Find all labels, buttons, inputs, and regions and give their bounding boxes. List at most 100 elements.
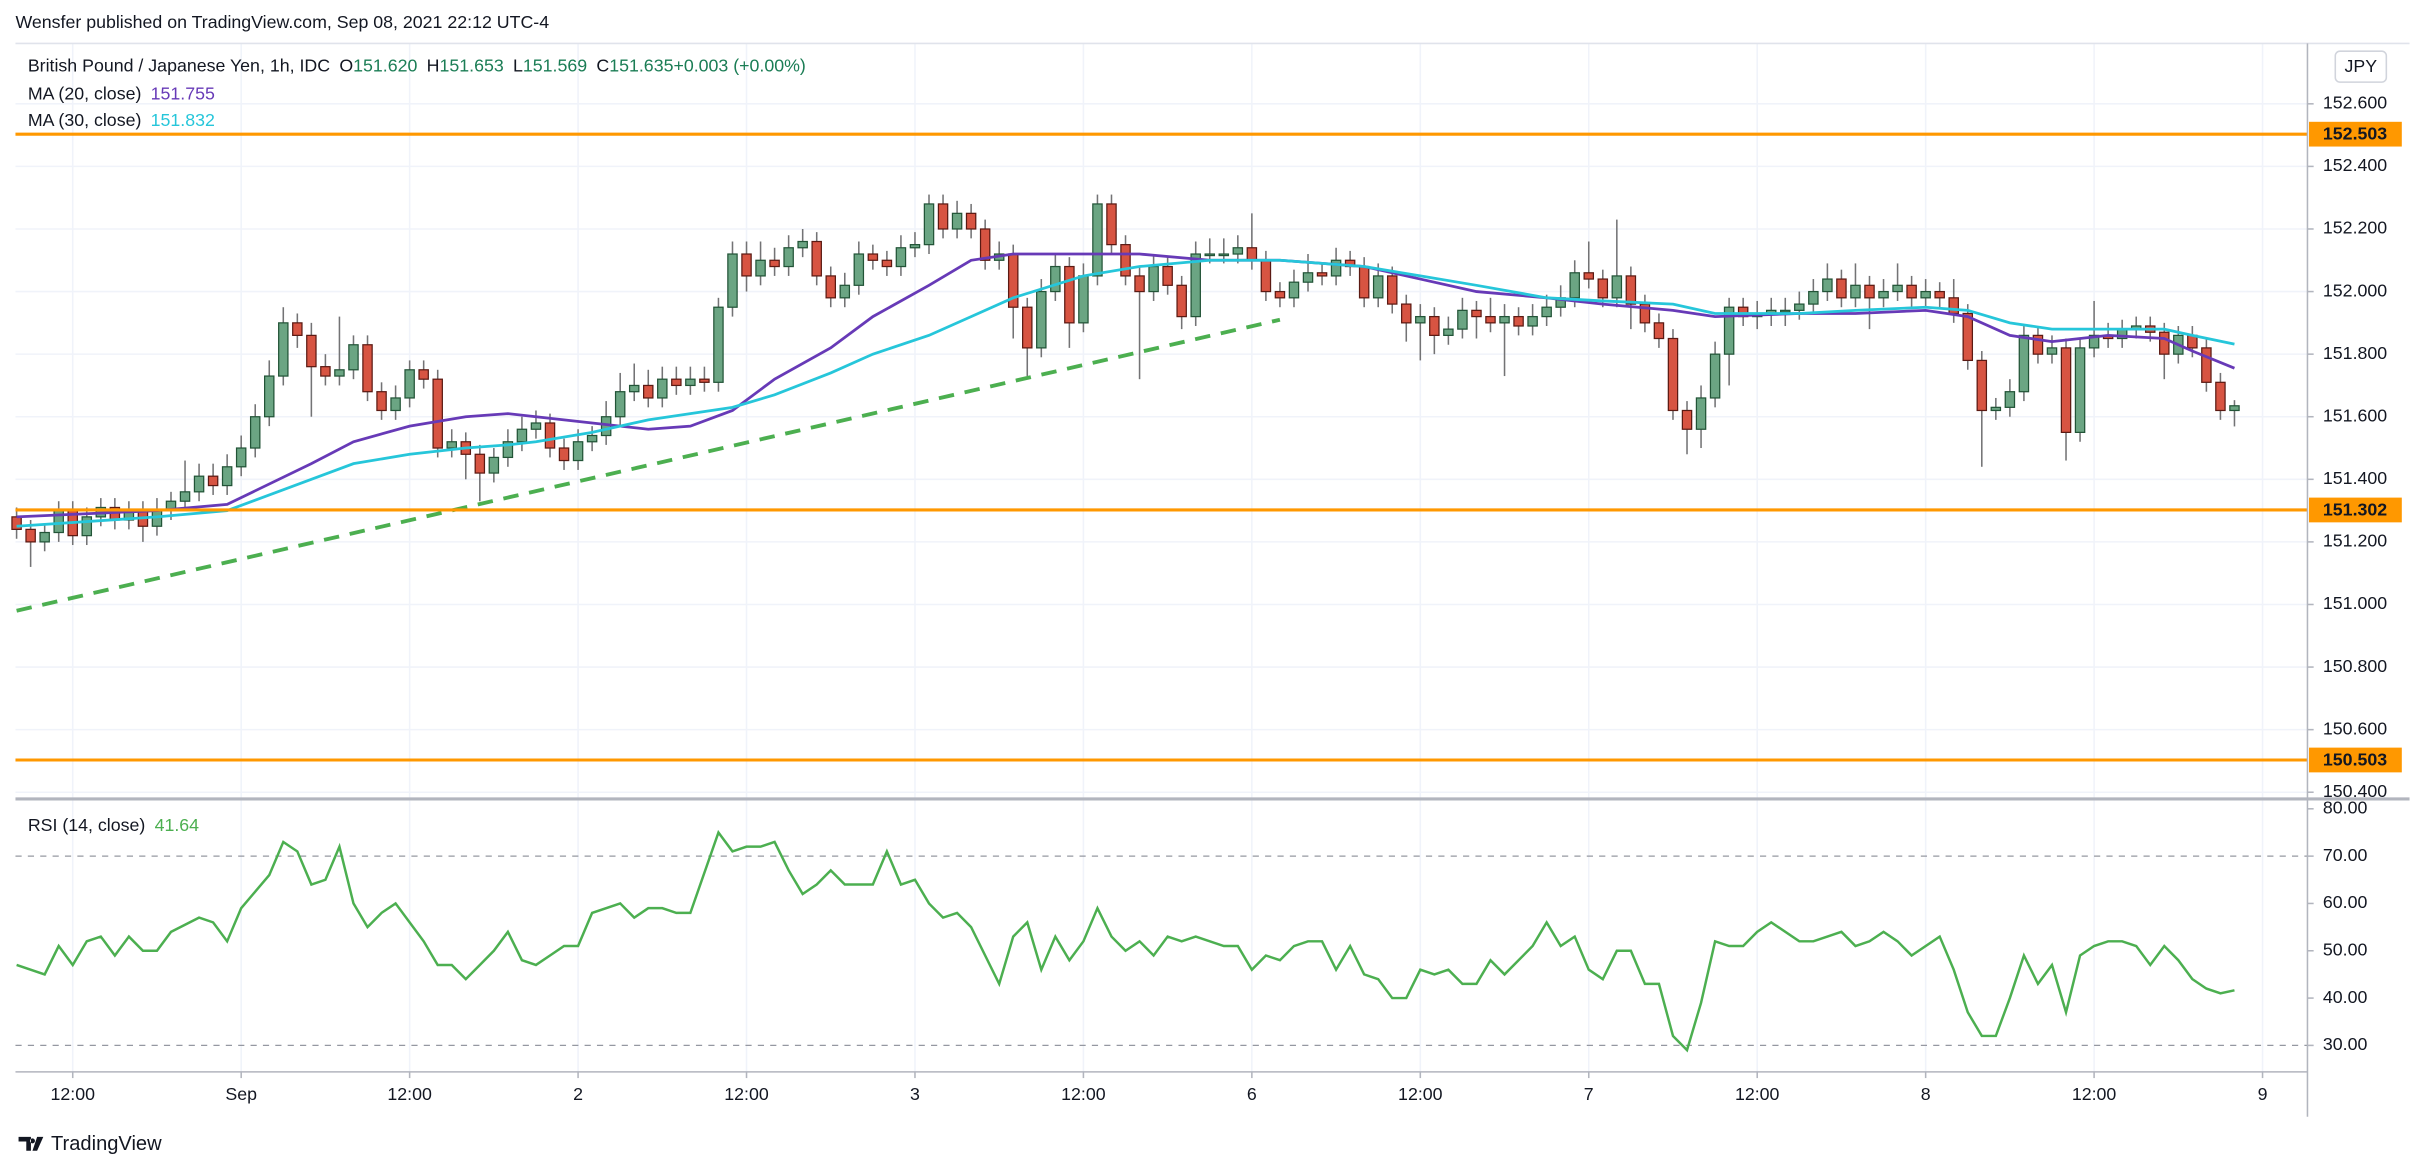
candle-body	[1372, 275, 1384, 299]
x-tick-label: Sep	[225, 1084, 257, 1104]
candle-body	[221, 466, 233, 487]
y-tick-label: 40.00	[2323, 987, 2368, 1007]
candle-body	[713, 306, 724, 383]
candle-body	[1695, 397, 1707, 430]
candle-body	[657, 378, 668, 399]
candle-body	[2032, 334, 2044, 355]
candle-body	[628, 384, 640, 393]
candle-body	[965, 212, 977, 230]
candle-body	[446, 441, 458, 449]
candle-body	[1092, 203, 1103, 277]
candle-body	[348, 344, 359, 371]
candle-body	[1078, 275, 1089, 324]
legend-value: 151.569	[523, 55, 587, 75]
candle-body	[1709, 353, 1721, 399]
candle-body	[320, 366, 331, 377]
candle-body	[390, 397, 401, 412]
legend-value: 151.653	[440, 55, 504, 75]
y-tick-label: 150.600	[2323, 718, 2387, 738]
candle-body	[1302, 272, 1314, 283]
candle-body	[1723, 306, 1735, 355]
y-tick-label: 151.200	[2323, 531, 2387, 551]
candle-body	[1218, 253, 1230, 257]
candle-body	[1808, 290, 1819, 305]
candle-body	[1527, 315, 1538, 327]
candle-body	[235, 447, 247, 468]
candle-body	[1443, 328, 1454, 336]
y-tick-label: 150.800	[2323, 656, 2387, 676]
candle-body	[1190, 253, 1201, 318]
candle-body	[1541, 306, 1552, 318]
candle-body	[334, 369, 345, 377]
legend: RSI (14, close) 41.64	[28, 815, 199, 835]
x-tick-label: 12:00	[1735, 1084, 1780, 1104]
candle-body	[1948, 297, 1959, 315]
candle-body	[839, 284, 851, 299]
candle-body	[923, 203, 935, 246]
currency[interactable]: JPY	[2345, 56, 2378, 76]
candle-body	[572, 441, 584, 462]
candle-body	[1134, 275, 1145, 293]
candle-body	[1246, 247, 1258, 261]
y-tick-label: 80.00	[2323, 798, 2368, 818]
y-tick-label: 150.400	[2323, 781, 2387, 801]
candle-body	[909, 244, 921, 249]
candle-body	[1892, 284, 1903, 293]
candle-body	[937, 203, 949, 230]
candle-body	[1106, 203, 1117, 246]
grid	[15, 43, 2308, 1072]
candle-body	[1358, 265, 1370, 299]
candle-body	[1499, 315, 1510, 324]
currency-button[interactable]	[2334, 50, 2388, 83]
candle-body	[404, 369, 415, 399]
candle-body	[1597, 278, 1609, 299]
candle-body	[1962, 312, 1974, 362]
candle-body	[1513, 315, 1524, 327]
candle-body	[1625, 275, 1637, 305]
candle-body	[1036, 290, 1047, 349]
caption: Wensfer published on TradingView.com, Se…	[15, 12, 549, 32]
candle-body	[2201, 347, 2212, 383]
candle-body	[1429, 315, 1440, 336]
candle-body	[1653, 322, 1665, 340]
y-tick-label: 152.000	[2323, 280, 2387, 300]
candle-body	[1050, 265, 1061, 293]
candle-body	[1569, 272, 1580, 299]
candle-body	[376, 391, 387, 412]
candle-body	[530, 422, 542, 430]
candle-body	[25, 528, 36, 543]
candle-body	[586, 434, 598, 443]
legend-value: 151.620	[353, 55, 417, 75]
candle-body	[1583, 272, 1595, 280]
candle-body	[1878, 290, 1889, 299]
y-tick-label: 151.600	[2323, 405, 2387, 425]
candle-body	[1204, 253, 1216, 257]
legend-value: +0.003 (+0.00%)	[673, 55, 805, 75]
x-tick-label: 12:00	[724, 1084, 769, 1104]
legend-key: O	[339, 55, 353, 75]
candle-body	[81, 516, 93, 537]
candle-body	[1920, 290, 1931, 299]
x-tick-label: 2	[573, 1084, 583, 1104]
y-tick-label: 152.400	[2323, 155, 2387, 175]
x-tick-label: 3	[910, 1084, 920, 1104]
candle-body	[292, 322, 303, 336]
legend: MA (30, close) 151.832	[28, 109, 215, 129]
footer: TradingView	[51, 1133, 162, 1155]
candle-body	[1176, 284, 1187, 318]
moving-average	[16, 252, 2235, 519]
candle-body	[867, 253, 879, 261]
candle-body	[362, 344, 373, 393]
x-tick-label: 8	[1921, 1084, 1931, 1104]
candle-body	[1148, 265, 1159, 293]
candle-body	[1120, 244, 1131, 277]
legend: MA (20, close) 151.755	[28, 83, 215, 103]
legend-key: L	[513, 55, 523, 75]
candle-body	[1667, 337, 1679, 412]
legend-key: C	[596, 55, 609, 75]
x-tick-label: 12:00	[51, 1084, 96, 1104]
candle-body	[306, 334, 317, 368]
candle-body	[783, 247, 794, 268]
candle-body	[1836, 278, 1847, 299]
